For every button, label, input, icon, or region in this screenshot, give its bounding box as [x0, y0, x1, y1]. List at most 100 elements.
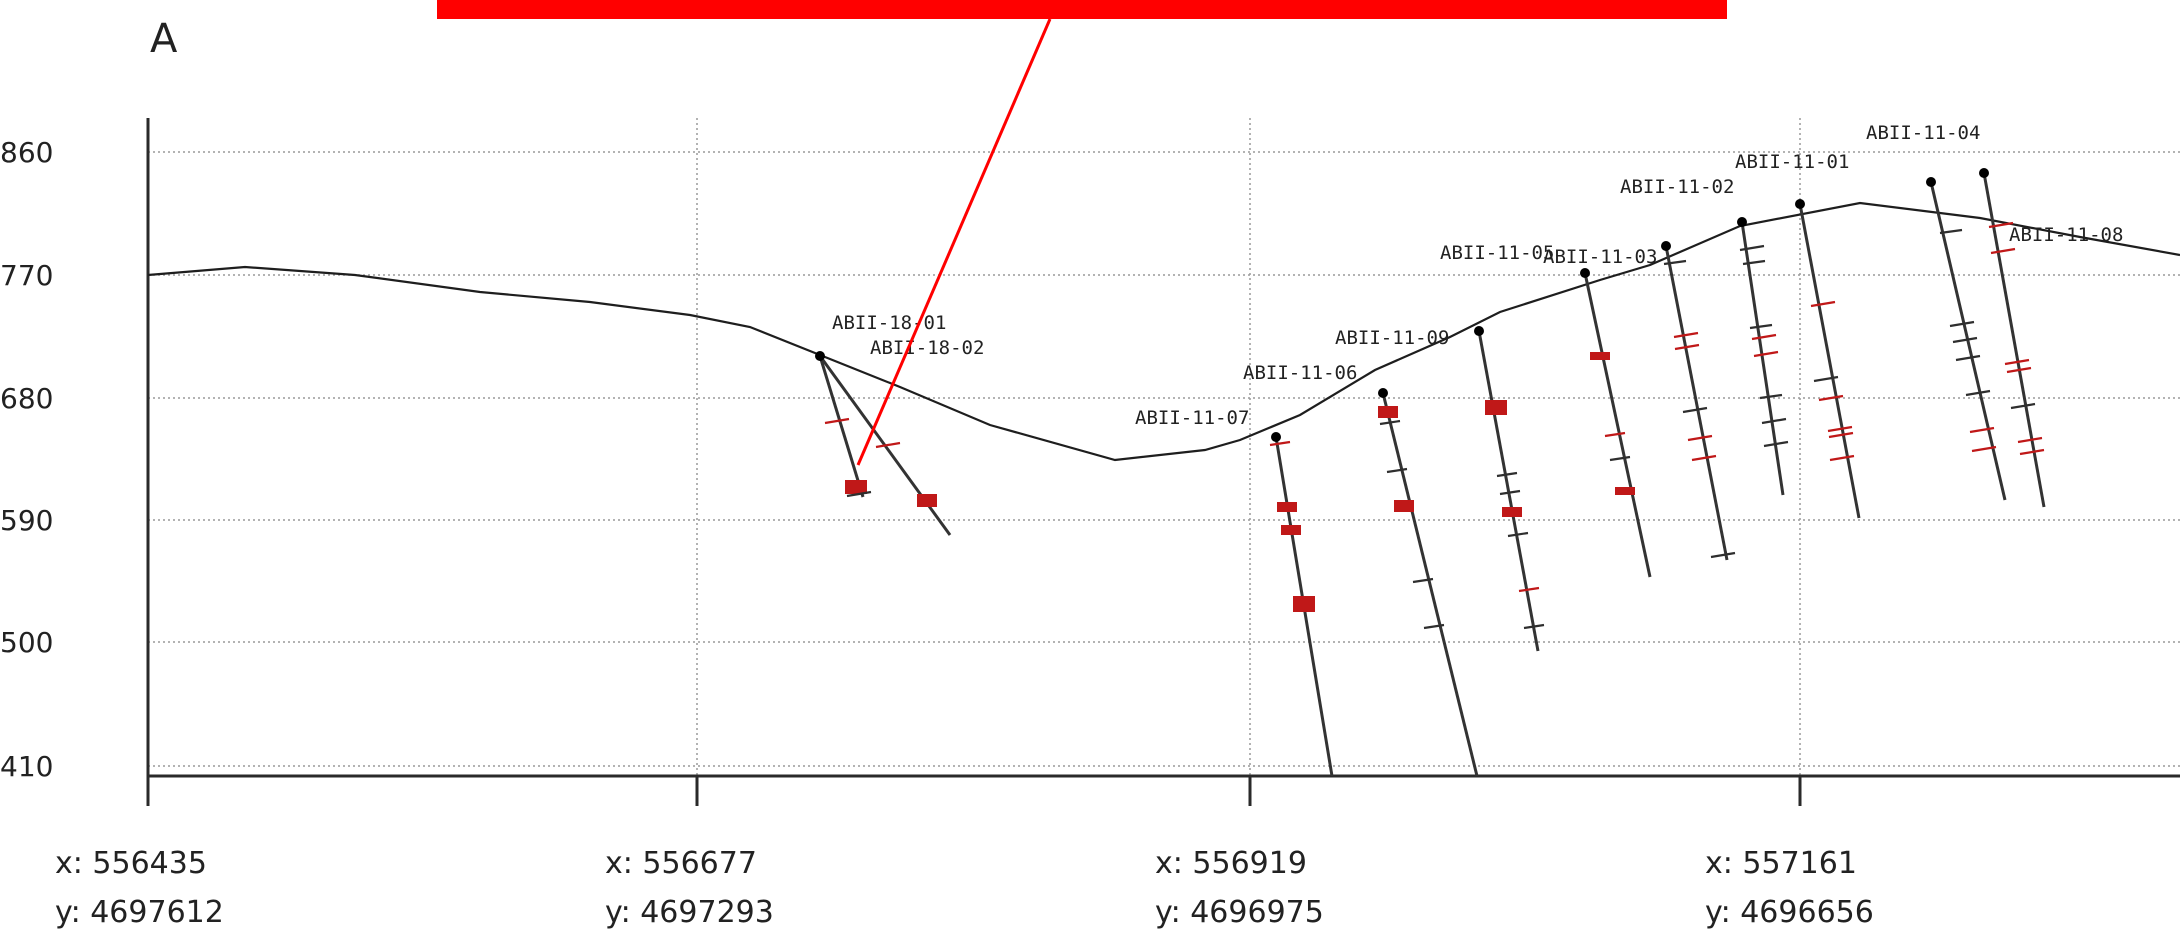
ore-tick [2004, 358, 2030, 366]
x-coordinate-label: x: 556919 [1155, 846, 1307, 881]
ore-tick [1499, 489, 1521, 496]
elevation-tick-labels: 860 770 680 590 500 410 [0, 136, 53, 783]
hole-trace [1583, 272, 1652, 578]
ore-tick [1691, 454, 1717, 462]
drillhole-abii-11-01 [1795, 199, 1861, 519]
ore-block [845, 480, 867, 494]
ore-tick [1523, 623, 1545, 630]
hole-label-abii-18-01: ABII-18-01 [832, 312, 946, 334]
ore-tick [1687, 434, 1713, 442]
ore-block [1615, 487, 1635, 495]
ore-tick [1753, 350, 1779, 358]
ore-tick [1496, 471, 1518, 478]
y-coordinate-label: y: 4696656 [1705, 895, 1874, 930]
x-coordinate-label: x: 556677 [605, 846, 757, 881]
collar-marker [815, 351, 825, 361]
ore-tick [1952, 336, 1978, 344]
hole-label-abii-11-08: ABII-11-08 [2009, 224, 2123, 246]
collar-marker [1795, 199, 1805, 209]
ore-tick [1971, 445, 1997, 453]
ore-tick [1739, 244, 1765, 252]
ore-tick [1423, 623, 1445, 630]
collar-marker [1474, 326, 1484, 336]
ore-tick [1763, 440, 1789, 448]
ore-tick [2006, 366, 2032, 374]
hole-label-abii-11-03: ABII-11-03 [1543, 246, 1657, 268]
y-coordinate-label: y: 4697293 [605, 895, 774, 930]
ore-tick [1269, 440, 1291, 447]
ore-tick [2017, 436, 2043, 444]
hole-trace [1798, 203, 1861, 519]
ore-tick [1949, 320, 1975, 328]
y-tick-label: 680 [0, 382, 53, 415]
ore-tick [1674, 343, 1700, 351]
ore-block [1378, 406, 1398, 418]
x-coordinate-label: x: 557161 [1705, 846, 1857, 881]
ore-tick [1710, 551, 1736, 559]
ore-tick [1742, 259, 1766, 266]
ore-tick [1749, 323, 1773, 330]
axes [146, 118, 2180, 806]
collar-marker [1271, 432, 1281, 442]
y-tick-label: 500 [0, 626, 53, 659]
ore-tick [1827, 425, 1853, 433]
hole-label-abii-11-04: ABII-11-04 [1866, 122, 1980, 144]
collar-marker [1580, 268, 1590, 278]
ore-block [1502, 507, 1522, 517]
hole-label-abii-11-06: ABII-11-06 [1243, 362, 1357, 384]
y-tick-label: 410 [0, 750, 53, 783]
ore-tick [1828, 431, 1854, 439]
collar-marker [1979, 168, 1989, 178]
ore-tick [1682, 406, 1708, 414]
drillhole-abii-11-07 [1269, 432, 1334, 777]
hole-label-abii-18-02: ABII-18-02 [870, 337, 984, 359]
ore-tick [1990, 247, 2016, 255]
hole-trace [1740, 221, 1785, 496]
topography-profile [147, 201, 2180, 462]
y-tick-label: 590 [0, 504, 53, 537]
hole-trace [1477, 330, 1540, 652]
ore-tick [1759, 393, 1783, 400]
ore-tick [2019, 448, 2045, 456]
hole-label-abii-11-02: ABII-11-02 [1620, 176, 1734, 198]
ore-tick [1518, 586, 1540, 593]
ore-tick [1813, 375, 1839, 383]
coordinate-labels: x: 556435 y: 4697612 x: 556677 y: 469729… [55, 846, 1874, 930]
y-coordinate-label: y: 4697612 [55, 895, 224, 930]
ore-tick [1965, 389, 1991, 397]
ore-tick [1386, 467, 1408, 474]
drillhole-abii-18-02 [818, 355, 952, 536]
hole-label-abii-11-01: ABII-11-01 [1735, 151, 1849, 173]
ore-tick [1829, 454, 1855, 462]
ore-tick [1604, 431, 1626, 438]
collar-marker [1661, 241, 1671, 251]
ore-tick [1673, 331, 1699, 339]
ore-block [1590, 352, 1610, 360]
ore-tick [1810, 300, 1836, 308]
ore-tick [2010, 402, 2036, 410]
grid-lines [148, 118, 2180, 776]
callout-annotation [437, 0, 1727, 466]
callout-bar [437, 0, 1727, 19]
ore-tick [1663, 259, 1687, 266]
drillhole-abii-11-02 [1737, 217, 1789, 496]
ore-tick [1818, 394, 1844, 402]
collar-marker [1737, 217, 1747, 227]
hole-trace [818, 355, 865, 498]
ore-tick [1988, 221, 2014, 229]
ore-tick [1751, 333, 1777, 341]
hole-label-abii-11-09: ABII-11-09 [1335, 327, 1449, 349]
ore-tick [1969, 426, 1995, 434]
ore-block [1281, 525, 1301, 535]
drillhole-abii-11-08 [1979, 168, 2046, 508]
ore-tick [824, 417, 850, 425]
drillhole-abii-11-03 [1661, 241, 1736, 561]
drillholes-layer [815, 168, 2046, 777]
y-coordinate-label: y: 4696975 [1155, 895, 1324, 930]
ore-tick [1761, 417, 1787, 425]
x-coordinate-label: x: 556435 [55, 846, 207, 881]
ore-block [1293, 596, 1315, 612]
ore-tick [1507, 531, 1529, 538]
ore-block [1394, 500, 1414, 512]
ore-tick [1955, 354, 1981, 362]
